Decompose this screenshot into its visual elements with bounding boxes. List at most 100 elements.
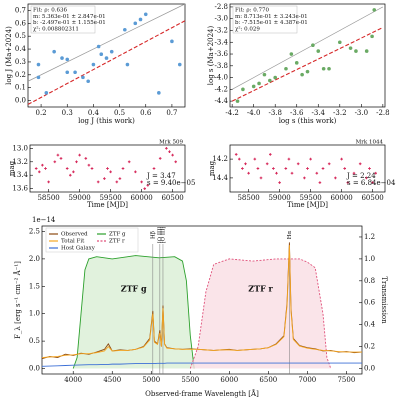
y-tick-label: 13.6 (12, 185, 28, 193)
line-marker-label: [O III] (157, 226, 163, 243)
x-tick-label: 0.7 (166, 109, 177, 117)
data-point (168, 150, 171, 154)
y-tick-label: 0.6 (15, 19, 27, 27)
spectrum-line (41, 245, 362, 359)
y-tick-label: 0.4 (15, 45, 27, 53)
x-tick-label: -2.8 (376, 109, 390, 117)
fit-text: Fit: ρ: 0.636 (33, 8, 67, 14)
point (65, 57, 70, 62)
line-marker-label: Hβ (150, 231, 156, 239)
point (123, 27, 127, 32)
x-tick-label: -3.0 (355, 109, 369, 117)
data-point (269, 153, 272, 156)
x-tick-label: 59000 (268, 194, 290, 202)
data-point (84, 157, 88, 160)
reference-line (231, 6, 384, 90)
y-tick-label: -2.8 (215, 3, 229, 11)
data-point (374, 171, 377, 175)
point (96, 44, 101, 49)
data-point (53, 160, 57, 164)
point (91, 62, 96, 67)
fit-text: b: -7.515e-01 ± 4.387e-01 (235, 20, 308, 26)
data-point (346, 181, 350, 184)
x-tick-label: -4.2 (225, 109, 239, 117)
data-point (272, 167, 275, 170)
x-tick-label: 5500 (181, 376, 199, 384)
fit-line (231, 27, 384, 102)
fit-text: m: 8.713e-01 ± 3.243e-01 (235, 14, 308, 20)
y-tick-label: -4.0 (215, 74, 229, 82)
point (44, 91, 49, 95)
plot-frame (27, 3, 186, 108)
point (337, 40, 342, 45)
reference-line (27, 3, 186, 82)
y2-axis-label: Transmission (380, 276, 388, 324)
point (133, 21, 138, 26)
point (257, 81, 261, 86)
y-axis-label: log J (Ma+2024) (5, 26, 13, 85)
y2-tick-label: 0.2 (364, 343, 375, 351)
x-tick-label: 0.2 (36, 109, 47, 117)
data-point (158, 157, 162, 160)
object-name: Mrk 509 (159, 140, 183, 146)
data-point (244, 162, 247, 166)
x-axis-label: Observed-frame Wavelength [Å] (145, 389, 259, 398)
data-point (115, 180, 119, 184)
data-point (134, 170, 137, 174)
point (327, 66, 331, 71)
data-point (303, 176, 306, 180)
stat-text: J = 3.47 (146, 172, 176, 180)
data-point (75, 160, 78, 164)
data-point (234, 153, 238, 156)
x-tick-label: 58500 (237, 194, 259, 202)
y-tick-label: 13.4 (12, 171, 28, 179)
y-tick-label: -4.4 (215, 97, 229, 105)
y2-tick-label: 0.4 (364, 321, 376, 329)
x-axis-label: log J (this work) (78, 117, 135, 125)
stat-text: s = 6.84e−04 (347, 179, 396, 187)
fit-text: χ²: 0.029 (235, 25, 260, 32)
data-point (90, 167, 94, 170)
y-axis-label: log s (Ma+2024) (207, 26, 215, 86)
point (321, 66, 326, 71)
point (268, 78, 272, 83)
data-point (152, 167, 156, 170)
data-point (38, 170, 41, 174)
point (311, 43, 315, 47)
point (99, 52, 104, 57)
point (300, 72, 304, 77)
point (284, 66, 288, 71)
fit-text: b: -2.497e-01 ± 1.155e-01 (33, 20, 106, 26)
fit-text: Fit: ρ: 0.770 (235, 8, 269, 14)
x-tick-label: 0.4 (88, 109, 100, 117)
fit-line (27, 20, 186, 105)
legend-label: ZTF g (109, 232, 126, 238)
x-tick-label: 59500 (99, 194, 121, 202)
data-point (47, 180, 50, 184)
y-tick-label: -3.6 (215, 50, 229, 58)
data-point (127, 160, 131, 164)
y-tick-label: 0.0 (29, 365, 40, 373)
data-point (315, 171, 319, 175)
point (73, 70, 77, 75)
data-point (238, 157, 241, 161)
y-tick-label: 0.3 (15, 58, 26, 66)
point (251, 84, 256, 89)
y2-tick-label: 0.8 (364, 277, 375, 285)
point (289, 52, 294, 56)
x-tick-label: 7000 (298, 376, 316, 384)
data-point (96, 180, 100, 184)
y-axis-label: F_λ [erg s⁻¹ cm⁻² Å⁻¹] (13, 261, 22, 339)
point (170, 39, 174, 44)
point (81, 75, 85, 80)
data-point (121, 167, 125, 170)
point (157, 91, 161, 95)
line-marker-label: Hα (287, 230, 293, 239)
data-point (247, 171, 250, 175)
x-tick-label: 58500 (37, 194, 59, 202)
legend-label: ZTF r (109, 239, 125, 245)
data-point (106, 167, 109, 170)
point (294, 61, 299, 65)
plot-frame (229, 3, 386, 108)
data-point (140, 180, 143, 184)
